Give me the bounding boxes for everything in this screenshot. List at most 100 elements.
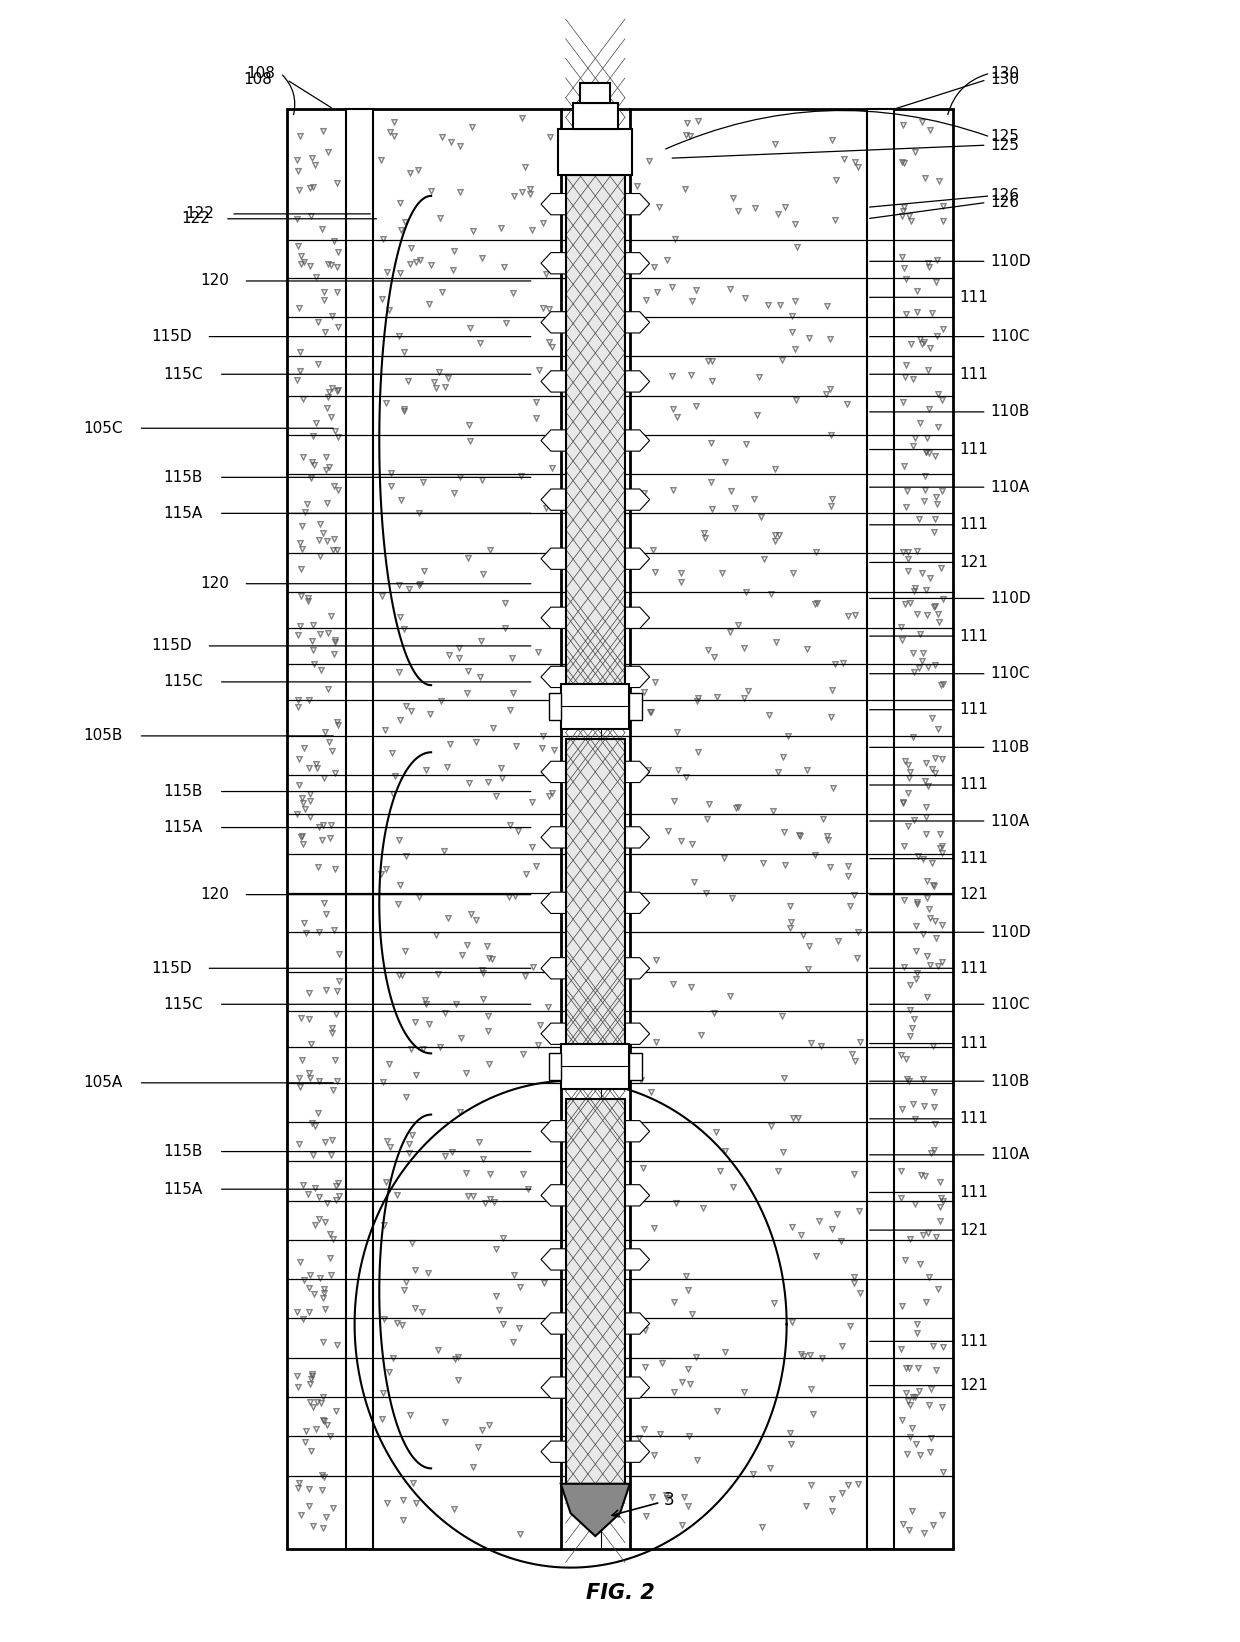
Text: 111: 111	[960, 1186, 988, 1200]
Text: 115C: 115C	[164, 366, 203, 381]
Polygon shape	[541, 608, 565, 629]
Polygon shape	[625, 371, 650, 392]
Text: 111: 111	[960, 1333, 988, 1348]
Text: 115D: 115D	[151, 639, 191, 654]
Polygon shape	[625, 1184, 650, 1205]
Polygon shape	[625, 548, 650, 570]
Text: 110C: 110C	[991, 328, 1030, 345]
Polygon shape	[541, 1184, 565, 1205]
Polygon shape	[541, 430, 565, 452]
Text: 120: 120	[201, 887, 229, 901]
Text: 110C: 110C	[991, 667, 1030, 681]
Text: 115A: 115A	[164, 819, 202, 836]
Text: 110D: 110D	[991, 924, 1030, 939]
Text: 3: 3	[613, 1491, 673, 1517]
Polygon shape	[625, 194, 650, 215]
Text: 111: 111	[960, 291, 988, 305]
Polygon shape	[541, 892, 565, 913]
Text: 105C: 105C	[83, 420, 123, 435]
Bar	[580, 84, 610, 102]
Text: 111: 111	[960, 442, 988, 456]
Polygon shape	[541, 194, 565, 215]
Polygon shape	[541, 762, 565, 783]
Bar	[558, 128, 632, 174]
Bar	[565, 1098, 625, 1484]
Text: 120: 120	[201, 576, 229, 591]
Bar	[346, 108, 373, 1548]
Bar	[565, 174, 625, 706]
Text: 111: 111	[960, 851, 988, 865]
Polygon shape	[625, 1378, 650, 1399]
Bar	[286, 108, 954, 1548]
Bar	[549, 1053, 562, 1080]
Bar	[562, 683, 629, 729]
Text: 130: 130	[991, 66, 1019, 80]
Bar	[565, 739, 625, 1066]
Text: 108: 108	[243, 72, 273, 87]
Text: 121: 121	[960, 887, 988, 901]
Text: 121: 121	[960, 1223, 988, 1238]
Text: 105B: 105B	[83, 729, 123, 744]
Polygon shape	[625, 826, 650, 847]
Polygon shape	[541, 1442, 565, 1463]
Text: 115A: 115A	[164, 1182, 202, 1197]
Text: 111: 111	[960, 629, 988, 644]
Text: 111: 111	[960, 517, 988, 532]
Text: 110D: 110D	[991, 255, 1030, 269]
Text: 125: 125	[991, 130, 1019, 144]
Bar	[629, 693, 641, 721]
Polygon shape	[541, 826, 565, 847]
Polygon shape	[625, 430, 650, 452]
Polygon shape	[560, 1484, 630, 1537]
Bar	[565, 739, 625, 1066]
Text: 111: 111	[960, 703, 988, 718]
Polygon shape	[625, 1023, 650, 1044]
Text: 110B: 110B	[991, 741, 1029, 755]
Text: 121: 121	[960, 555, 988, 570]
Text: 110C: 110C	[991, 997, 1030, 1011]
Text: 110B: 110B	[991, 404, 1029, 419]
Polygon shape	[625, 667, 650, 688]
Polygon shape	[625, 253, 650, 274]
Text: 108: 108	[246, 66, 275, 80]
Polygon shape	[625, 762, 650, 783]
Text: 111: 111	[960, 366, 988, 381]
Text: 121: 121	[960, 1378, 988, 1392]
Text: 110A: 110A	[991, 1148, 1029, 1163]
Polygon shape	[625, 1250, 650, 1269]
Text: FIG. 2: FIG. 2	[585, 1583, 655, 1603]
Polygon shape	[625, 489, 650, 511]
Text: 126: 126	[991, 195, 1019, 210]
Polygon shape	[541, 667, 565, 688]
Bar	[562, 1044, 629, 1089]
Polygon shape	[541, 1378, 565, 1399]
Text: 120: 120	[201, 274, 229, 289]
Bar	[565, 174, 625, 706]
Text: 115B: 115B	[164, 1144, 202, 1159]
Polygon shape	[625, 1314, 650, 1335]
Polygon shape	[541, 1314, 565, 1335]
Text: 115D: 115D	[151, 961, 191, 975]
Polygon shape	[625, 892, 650, 913]
Text: 115C: 115C	[164, 675, 203, 690]
Polygon shape	[541, 957, 565, 979]
Text: 122: 122	[182, 212, 211, 227]
Polygon shape	[541, 1023, 565, 1044]
Polygon shape	[541, 371, 565, 392]
Polygon shape	[625, 957, 650, 979]
Polygon shape	[541, 489, 565, 511]
Text: 115B: 115B	[164, 783, 202, 800]
Polygon shape	[625, 1442, 650, 1463]
Polygon shape	[541, 1250, 565, 1269]
Polygon shape	[625, 312, 650, 333]
Polygon shape	[541, 1120, 565, 1141]
Polygon shape	[541, 548, 565, 570]
Text: 130: 130	[991, 72, 1019, 87]
Text: 115B: 115B	[164, 470, 202, 484]
Text: 110B: 110B	[991, 1074, 1029, 1089]
Text: 111: 111	[960, 778, 988, 793]
Polygon shape	[541, 253, 565, 274]
Text: 122: 122	[186, 207, 215, 222]
Polygon shape	[541, 312, 565, 333]
Bar	[549, 693, 562, 721]
